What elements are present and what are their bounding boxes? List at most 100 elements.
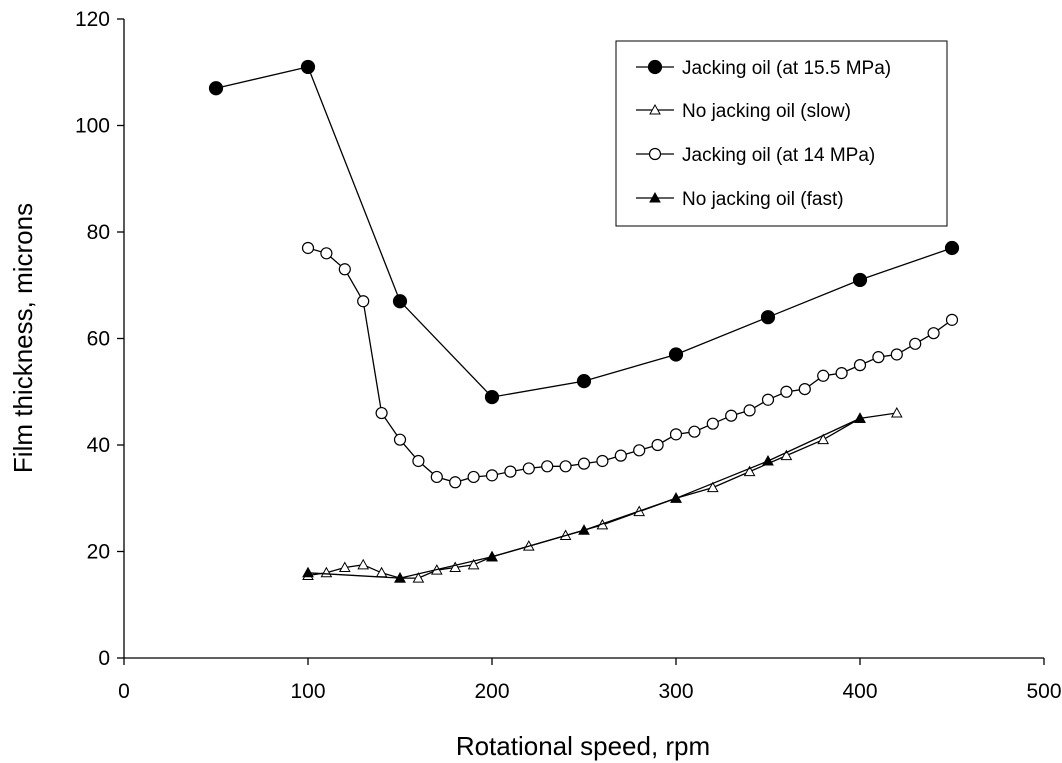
data-point — [780, 449, 793, 461]
data-point — [780, 385, 793, 398]
x-tick-label: 300 — [658, 680, 693, 703]
data-point — [393, 433, 407, 446]
series-4 — [302, 412, 866, 583]
data-point — [486, 550, 498, 562]
data-point — [852, 272, 868, 288]
data-point — [633, 444, 646, 457]
data-point — [577, 457, 591, 470]
data-point — [651, 438, 664, 452]
x-tick-label: 500 — [1026, 680, 1061, 703]
data-point — [541, 460, 554, 473]
data-point — [208, 81, 224, 96]
data-point — [909, 337, 922, 350]
data-point — [596, 454, 609, 468]
ticks: 0 100 200 300 400 500 0 20 40 60 80 100 120 — [75, 8, 1062, 703]
data-point — [467, 558, 480, 570]
x-axis-title: Rotational speed, rpm — [456, 731, 710, 761]
y-tick-label: 20 — [87, 541, 110, 564]
y-tick-label: 120 — [75, 8, 110, 31]
data-point — [320, 247, 333, 260]
legend-marker — [647, 59, 663, 75]
series-line — [307, 417, 861, 579]
data-point — [688, 425, 701, 438]
data-point — [725, 409, 738, 422]
data-point — [394, 572, 406, 583]
data-point — [854, 412, 866, 423]
data-point — [559, 460, 572, 473]
legend-label: Jacking oil (at 14 MPa) — [682, 145, 875, 166]
data-point — [761, 393, 775, 406]
data-point — [853, 359, 867, 372]
data-point — [412, 572, 425, 583]
legend-marker — [649, 191, 661, 203]
data-point — [945, 313, 959, 326]
data-point — [357, 295, 370, 308]
legend: Jacking oil (at 15.5 MPa) No jacking oil … — [615, 40, 948, 227]
data-point — [670, 492, 682, 503]
data-point — [504, 465, 517, 478]
data-point — [890, 348, 903, 361]
y-tick-label: 0 — [98, 647, 110, 670]
data-point — [522, 462, 535, 475]
y-tick-label: 100 — [75, 115, 110, 138]
data-point — [449, 476, 462, 489]
y-tick-label: 60 — [87, 328, 110, 351]
data-point — [743, 465, 756, 477]
x-tick-label: 200 — [474, 680, 509, 703]
data-point — [614, 449, 627, 462]
series-layer — [208, 59, 960, 583]
data-point — [762, 454, 774, 466]
data-point — [760, 310, 776, 325]
data-point — [484, 389, 500, 405]
data-point — [927, 327, 940, 340]
data-point — [743, 404, 756, 417]
series-1 — [208, 59, 960, 405]
data-point — [817, 369, 830, 382]
x-tick-label: 100 — [290, 680, 325, 703]
series-2 — [302, 407, 903, 583]
data-point — [430, 470, 443, 484]
legend-marker — [648, 147, 662, 161]
data-point — [669, 428, 683, 441]
data-point — [944, 240, 960, 256]
data-point — [835, 367, 848, 380]
data-point — [338, 561, 351, 572]
data-point — [798, 382, 811, 396]
legend-box — [615, 40, 948, 227]
legend-label: No jacking oil (fast) — [682, 189, 844, 210]
data-point — [576, 374, 592, 389]
data-point — [301, 241, 315, 255]
data-point — [668, 347, 684, 362]
y-axis-title: Film thickness, microns — [8, 203, 38, 473]
legend-label: No jacking oil (slow) — [682, 101, 851, 122]
data-point — [872, 351, 885, 364]
data-point — [357, 558, 370, 570]
series-3 — [301, 241, 959, 489]
legend-item: No jacking oil (slow) — [636, 101, 851, 122]
data-point — [375, 566, 388, 578]
data-point — [375, 406, 388, 420]
data-point — [412, 454, 425, 468]
data-point — [485, 469, 499, 482]
data-point — [890, 407, 903, 418]
data-point — [578, 524, 590, 535]
data-point — [467, 470, 480, 484]
legend-item: Jacking oil (at 14 MPa) — [636, 145, 875, 166]
x-tick-label: 400 — [842, 680, 877, 703]
data-point — [392, 294, 408, 309]
legend-item: Jacking oil (at 15.5 MPa) — [636, 58, 891, 79]
y-tick-label: 80 — [87, 221, 110, 244]
legend-label: Jacking oil (at 15.5 MPa) — [682, 58, 891, 79]
data-point — [706, 481, 719, 493]
x-tick-label: 0 — [118, 680, 130, 703]
data-point — [302, 566, 314, 578]
data-point — [338, 263, 351, 276]
data-point — [300, 59, 316, 75]
legend-marker — [649, 103, 661, 115]
data-point — [706, 417, 719, 430]
data-point — [449, 561, 462, 572]
y-tick-label: 40 — [87, 434, 110, 457]
data-point — [817, 433, 830, 445]
legend-item: No jacking oil (fast) — [636, 189, 844, 210]
